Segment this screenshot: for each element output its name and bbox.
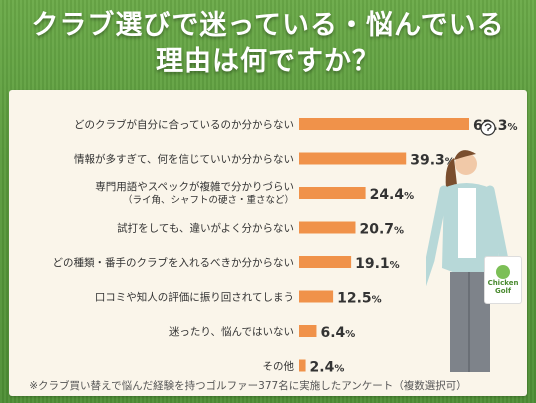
category-label: 情報が多すぎて、何を信じていいか分からない [74,153,294,166]
title-line-1: クラブ選びで迷っている・悩んでいる [31,10,505,41]
category-label: （ライ角、シャフトの硬さ・重さなど） [123,194,294,206]
chart-panel: どのクラブが自分に合っているのか分からない62.3%情報が多すぎて、何を信じてい… [9,90,527,396]
category-label: 迷ったり、悩んではいない [169,325,294,338]
bar-chart: どのクラブが自分に合っているのか分からない62.3%情報が多すぎて、何を信じてい… [53,118,518,376]
category-label: どの種類・番手のクラブを入れるべきか分からない [53,256,295,269]
bar [299,152,407,165]
logo-text-1: Chicken [487,279,519,287]
bar [299,325,317,337]
category-label: 専門用語やスペックが複雑で分かりづらい [95,180,294,193]
brand-logo: Chicken Golf [484,256,522,304]
category-label: その他 [263,360,295,373]
survey-footnote: ※クラブ買い替えで悩んだ経験を持つゴルファー377名に実施したアンケート（複数選… [29,380,467,392]
title-line-2: 理由は何ですか？ [156,46,380,77]
value-label: 39.3% [410,153,455,169]
bar [299,187,366,199]
value-label: 12.5% [337,291,382,307]
page-title: クラブ選びで迷っている・悩んでいる 理由は何ですか？ [0,8,536,80]
category-label: 口コミや知人の評価に振り回されてしまう [95,291,294,304]
bar [299,359,306,372]
bar [299,256,352,268]
bar [299,221,356,234]
value-label: 6.4% [320,325,355,341]
chick-icon [496,265,510,279]
category-label: 試打をしても、違いがよく分からない [117,222,294,235]
value-label: 24.4% [370,187,415,203]
question-icon [480,120,496,136]
value-label: 2.4% [310,360,345,376]
category-label: どのクラブが自分に合っているのか分からない [74,118,294,131]
value-label: 20.7% [359,222,404,238]
bar [299,118,469,130]
bar [299,290,334,303]
value-label: 19.1% [355,256,400,272]
logo-text-2: Golf [495,287,511,295]
